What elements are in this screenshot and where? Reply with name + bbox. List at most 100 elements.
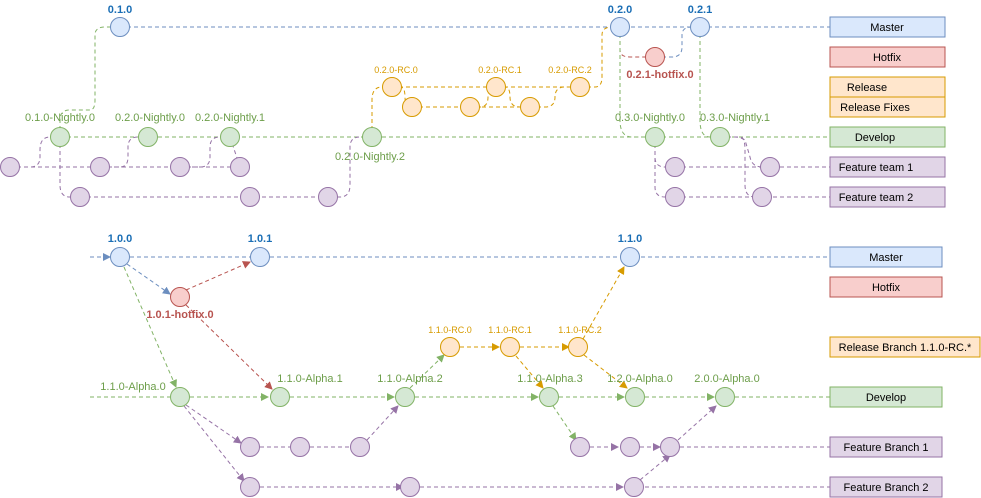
bottom-feature2-commit[interactable]: [624, 477, 644, 497]
bottom-release-commit[interactable]: [568, 337, 588, 357]
bottom-connector: [366, 405, 399, 441]
top-tag-nightly: 0.3.0-Nightly.0: [615, 112, 685, 124]
top-master-commit[interactable]: [610, 17, 630, 37]
bottom-develop-commit[interactable]: [715, 387, 735, 407]
top-legend-master-label: Master: [870, 22, 904, 34]
bottom-legend-feature1-label: Feature Branch 1: [844, 442, 929, 454]
bottom-connector: [185, 261, 251, 291]
bottom-feature1-commit[interactable]: [240, 437, 260, 457]
bottom-tag-alpha: 2.0.0-Alpha.0: [694, 373, 759, 385]
bottom-feature1-commit[interactable]: [290, 437, 310, 457]
top-master-commit[interactable]: [690, 17, 710, 37]
top-connector: [655, 26, 700, 58]
bottom-develop-commit[interactable]: [625, 387, 645, 407]
top-feature2-commit[interactable]: [70, 187, 90, 207]
top-legend-develop: [829, 126, 946, 148]
bottom-connector: [126, 263, 171, 295]
top-legend-feature1-label: Feature team 1: [839, 162, 914, 174]
top-develop-commit[interactable]: [710, 127, 730, 147]
top-connector: [330, 136, 372, 198]
top-connector: [100, 136, 148, 168]
bottom-tag-master: 1.0.0: [108, 233, 132, 245]
top-tag-nightly: 0.2.0-Nightly.0: [115, 112, 185, 124]
top-develop-commit[interactable]: [50, 127, 70, 147]
top-tag-nightly: 0.2.0-Nightly.2: [335, 151, 405, 163]
top-tag-rc: 0.2.0-RC.0: [374, 65, 418, 75]
top-release-commit[interactable]: [570, 77, 590, 97]
top-hotfix-commit[interactable]: [645, 47, 665, 67]
bottom-master-commit[interactable]: [250, 247, 270, 267]
top-feature1-commit[interactable]: [170, 157, 190, 177]
bottom-connector: [583, 354, 628, 389]
bottom-feature2-commit[interactable]: [400, 477, 420, 497]
bottom-master-commit[interactable]: [110, 247, 130, 267]
bottom-develop-commit[interactable]: [395, 387, 415, 407]
top-develop-commit[interactable]: [220, 127, 240, 147]
bottom-legend-feature1: [829, 436, 943, 458]
top-feature1-commit[interactable]: [90, 157, 110, 177]
bottom-tag-alpha: 1.1.0-Alpha.1: [277, 373, 342, 385]
top-feature1-commit[interactable]: [665, 157, 685, 177]
top-feature1-commit[interactable]: [230, 157, 250, 177]
bottom-feature2-commit[interactable]: [240, 477, 260, 497]
bottom-connector: [185, 304, 273, 390]
top-feature2-commit[interactable]: [665, 187, 685, 207]
top-connector: [59, 26, 120, 137]
top-legend-release-label: Release: [847, 82, 887, 94]
bottom-develop-commit[interactable]: [270, 387, 290, 407]
bottom-tag-alpha: 1.1.0-Alpha.3: [517, 373, 582, 385]
top-develop-commit[interactable]: [138, 127, 158, 147]
top-develop-commit[interactable]: [645, 127, 665, 147]
top-release-fix-commit[interactable]: [520, 97, 540, 117]
top-tag-master: 0.2.1: [688, 4, 712, 16]
bottom-develop-commit[interactable]: [539, 387, 559, 407]
bottom-feature1-commit[interactable]: [660, 437, 680, 457]
top-connector: [229, 136, 241, 168]
bottom-legend-release-label: Release Branch 1.1.0-RC.*: [839, 342, 972, 354]
top-feature2-commit[interactable]: [318, 187, 338, 207]
bottom-connector: [123, 266, 177, 388]
top-feature1-commit[interactable]: [760, 157, 780, 177]
bottom-legend-develop: [829, 386, 943, 408]
top-connector: [496, 86, 530, 108]
top-tag-master: 0.1.0: [108, 4, 132, 16]
top-legend-feature2-label: Feature team 2: [839, 192, 914, 204]
top-tag-master: 0.2.0: [608, 4, 632, 16]
top-connector: [59, 137, 80, 198]
bottom-connector: [183, 405, 245, 482]
top-feature2-commit[interactable]: [240, 187, 260, 207]
top-develop-commit[interactable]: [362, 127, 382, 147]
bottom-hotfix-commit[interactable]: [170, 287, 190, 307]
top-release-commit[interactable]: [486, 77, 506, 97]
top-master-commit[interactable]: [110, 17, 130, 37]
bottom-tag-master: 1.1.0: [618, 233, 642, 245]
bottom-tag-alpha: 1.2.0-Alpha.0: [607, 373, 672, 385]
bottom-connector: [185, 404, 242, 444]
top-release-fix-commit[interactable]: [402, 97, 422, 117]
bottom-release-commit[interactable]: [440, 337, 460, 357]
bottom-feature1-commit[interactable]: [620, 437, 640, 457]
top-legend-feature2: [829, 186, 946, 208]
top-release-commit[interactable]: [382, 77, 402, 97]
top-legend-master: [829, 16, 946, 38]
top-connector: [580, 26, 620, 88]
bottom-master-commit[interactable]: [620, 247, 640, 267]
top-legend-feature1: [829, 156, 946, 178]
bottom-feature1-commit[interactable]: [350, 437, 370, 457]
top-feature2-commit[interactable]: [752, 187, 772, 207]
bottom-connector: [552, 405, 577, 441]
top-diagram: 0.1.0 0.2.0 0.2.1 0.2.1-hotfix.0 0.2.0-R…: [0, 4, 946, 208]
bottom-legend-master-label: Master: [869, 252, 903, 264]
top-legend-release-fixes-label: Release Fixes: [840, 102, 910, 114]
bottom-develop-commit[interactable]: [170, 387, 190, 407]
top-connector: [720, 136, 762, 198]
bottom-connector: [639, 454, 671, 481]
bottom-legend-release: [829, 336, 981, 358]
bottom-feature1-commit[interactable]: [570, 437, 590, 457]
bottom-release-commit[interactable]: [500, 337, 520, 357]
bottom-legend-hotfix-label: Hotfix: [872, 282, 901, 294]
top-connector: [470, 86, 497, 108]
top-release-fix-commit[interactable]: [460, 97, 480, 117]
top-feature1-commit[interactable]: [0, 157, 20, 177]
